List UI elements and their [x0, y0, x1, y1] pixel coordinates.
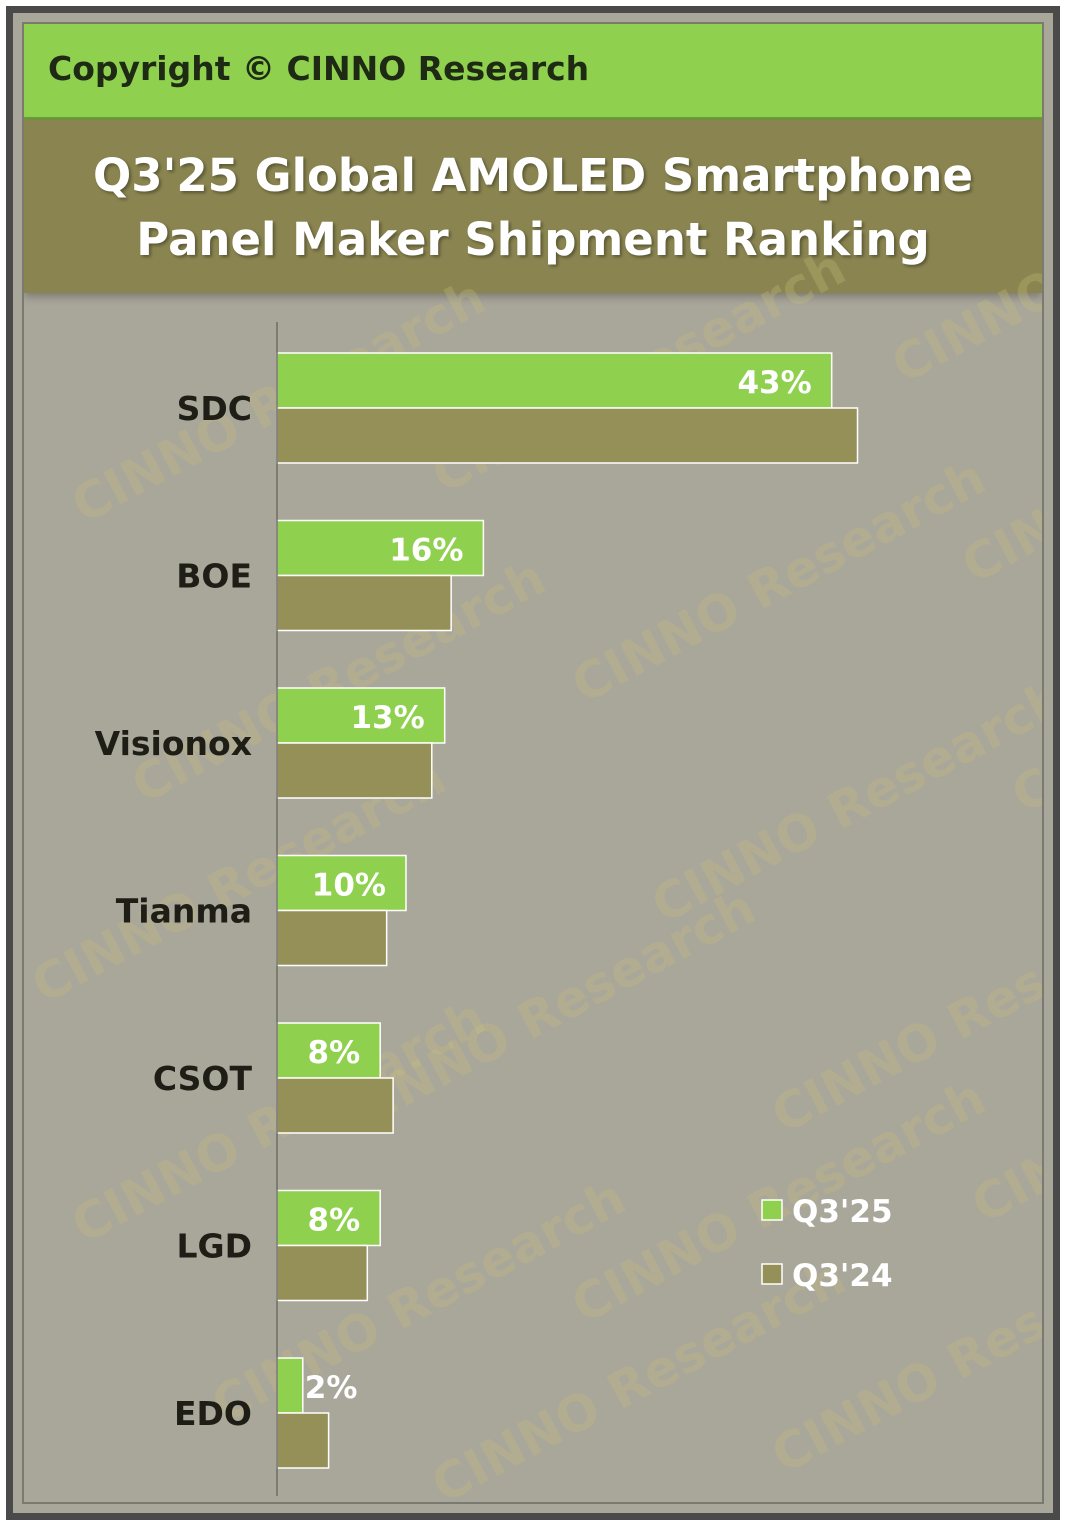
chart-inner-frame: Copyright © CINNO Research Q3'25 Global …	[22, 22, 1044, 1504]
chart-frame: Copyright © CINNO Research Q3'25 Global …	[6, 6, 1060, 1520]
chart-title-line-1: Q3'25 Global AMOLED Smartphone	[93, 149, 973, 202]
legend-label-q325: Q3'25	[792, 1194, 893, 1230]
data-label-boe: 16%	[389, 533, 463, 569]
bar-q325-visionox	[276, 687, 446, 744]
bar-q324-visionox	[276, 742, 433, 799]
bar-q324-boe	[276, 574, 452, 632]
category-label-visionox: Visionox	[95, 724, 252, 763]
bar-q324-edo	[276, 1412, 330, 1469]
data-label-visionox: 13%	[350, 700, 424, 736]
data-label-edo: 2%	[305, 1370, 358, 1406]
category-label-sdc: SDC	[177, 389, 252, 428]
legend-swatch-q325	[761, 1199, 783, 1221]
data-label-sdc: 43%	[737, 365, 811, 401]
category-label-lgd: LGD	[176, 1227, 252, 1266]
data-label-csot: 8%	[308, 1035, 361, 1071]
category-label-edo: EDO	[174, 1394, 252, 1433]
bar-q325-boe	[276, 519, 485, 577]
category-label-boe: BOE	[176, 557, 252, 596]
bar-q324-lgd	[276, 1244, 369, 1302]
category-label-csot: CSOT	[153, 1059, 253, 1098]
chart-title-line-2: Panel Maker Shipment Ranking	[136, 213, 930, 266]
bar-q325-sdc	[276, 352, 833, 409]
data-label-tianma: 10%	[312, 868, 386, 904]
copyright-bar: Copyright © CINNO Research	[24, 24, 1042, 120]
bar-q325-csot	[276, 1022, 381, 1079]
bar-q325-edo	[276, 1357, 304, 1414]
bar-chart: 43% SDC 16% BOE 13% Visionox 10% Tianma 8% CSOT 8%…	[95, 322, 893, 1496]
legend-swatch-q324	[761, 1263, 783, 1285]
legend-label-q324: Q3'24	[792, 1258, 893, 1294]
copyright-text: Copyright © CINNO Research	[48, 49, 590, 88]
data-label-lgd: 8%	[308, 1203, 361, 1239]
bar-q324-tianma	[276, 909, 388, 967]
bar-q324-sdc	[276, 407, 859, 464]
bar-q325-lgd	[276, 1189, 381, 1247]
title-bar: Q3'25 Global AMOLED Smartphone Panel Mak…	[24, 120, 1042, 293]
bar-q324-csot	[276, 1077, 394, 1134]
chart-title: Q3'25 Global AMOLED Smartphone Panel Mak…	[24, 144, 1042, 272]
category-label-tianma: Tianma	[116, 892, 252, 931]
